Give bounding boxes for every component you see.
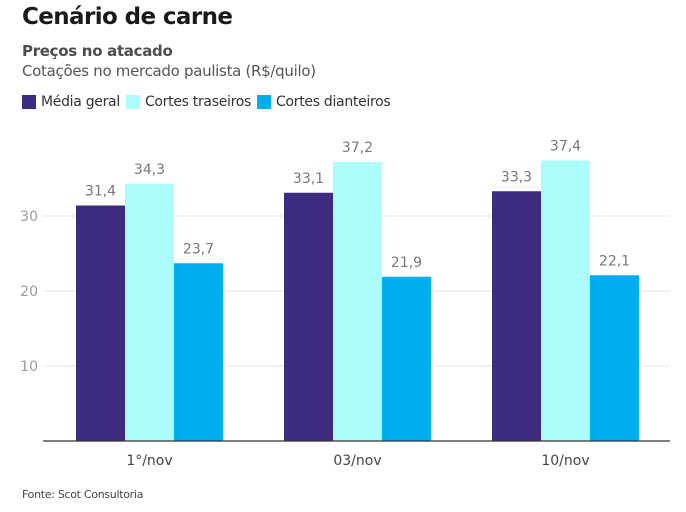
data-label: 33,1 [293,171,324,187]
bar [590,275,639,441]
data-label: 22,1 [599,253,630,269]
x-tick-label: 03/nov [333,453,381,469]
bar [174,263,223,441]
data-label: 34,3 [134,162,165,178]
data-label: 37,4 [550,139,581,155]
legend-item-cortes-traseiros: Cortes traseiros [125,94,252,110]
legend-swatch [257,95,272,109]
chart-subtitle: Preços no atacado [22,42,173,60]
x-axis: 1°/nov 03/nov 10/nov [43,440,670,469]
bar [333,162,382,441]
legend: Média geral Cortes traseiros Cortes dian… [22,94,396,110]
x-tick-label: 10/nov [541,453,589,469]
legend-label: Cortes traseiros [144,94,252,110]
bar [492,191,541,441]
value-labels: 31,4 34,3 23,7 33,1 37,2 21,9 33,3 37,4 22,1 [85,139,630,271]
bar [76,205,125,441]
chart-title: Cenário de carne [22,4,233,30]
legend-swatch [125,95,140,109]
bar [125,183,174,441]
chart-description: Cotações no mercado paulista (R$/quilo) [22,62,316,80]
y-tick-label: 20 [20,284,38,300]
y-tick-label: 30 [20,209,38,225]
data-label: 21,9 [391,255,422,271]
bar [382,276,431,441]
legend-label: Média geral [41,94,120,110]
bar [541,160,590,441]
data-label: 37,2 [342,140,373,156]
legend-item-media-geral: Média geral [22,94,120,110]
x-tick-label: 1°/nov [126,453,172,469]
data-label: 31,4 [85,184,116,200]
data-label: 33,3 [501,169,532,185]
legend-item-cortes-dianteiros: Cortes dianteiros [257,94,391,110]
y-tick-label: 10 [20,359,38,375]
data-label: 23,7 [183,241,214,257]
bars [76,160,639,441]
legend-swatch [22,95,36,109]
bar [284,192,333,441]
source-note: Fonte: Scot Consultoria [22,488,144,501]
legend-label: Cortes dianteiros [276,94,391,110]
